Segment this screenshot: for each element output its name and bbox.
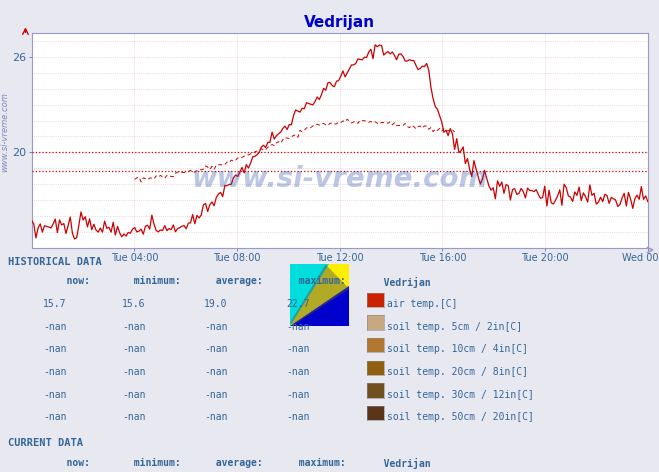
- Text: www.si-vreme.com: www.si-vreme.com: [1, 92, 10, 172]
- Text: -nan: -nan: [287, 322, 310, 332]
- Text: -nan: -nan: [204, 322, 228, 332]
- Text: 15.7: 15.7: [43, 299, 67, 309]
- Text: soil temp. 5cm / 2in[C]: soil temp. 5cm / 2in[C]: [387, 322, 523, 332]
- Text: -nan: -nan: [287, 413, 310, 422]
- Text: -nan: -nan: [122, 390, 146, 400]
- Text: air temp.[C]: air temp.[C]: [387, 299, 458, 309]
- Text: now:: now:: [43, 458, 90, 468]
- Text: average:: average:: [204, 458, 263, 468]
- Text: -nan: -nan: [287, 345, 310, 354]
- Text: soil temp. 50cm / 20in[C]: soil temp. 50cm / 20in[C]: [387, 413, 534, 422]
- Text: 22.7: 22.7: [287, 299, 310, 309]
- Text: soil temp. 10cm / 4in[C]: soil temp. 10cm / 4in[C]: [387, 345, 529, 354]
- Text: -nan: -nan: [43, 345, 67, 354]
- Text: Vedrijan: Vedrijan: [366, 458, 430, 469]
- Polygon shape: [290, 286, 349, 326]
- Text: -nan: -nan: [43, 390, 67, 400]
- Polygon shape: [290, 264, 349, 326]
- Text: -nan: -nan: [204, 345, 228, 354]
- Text: -nan: -nan: [287, 367, 310, 377]
- Text: -nan: -nan: [287, 390, 310, 400]
- Polygon shape: [290, 264, 329, 326]
- Text: -nan: -nan: [122, 322, 146, 332]
- Text: 15.6: 15.6: [122, 299, 146, 309]
- Text: minimum:: minimum:: [122, 458, 181, 468]
- Text: -nan: -nan: [122, 367, 146, 377]
- Text: -nan: -nan: [122, 413, 146, 422]
- Text: CURRENT DATA: CURRENT DATA: [8, 438, 83, 448]
- Text: average:: average:: [204, 277, 263, 287]
- Text: Vedrijan: Vedrijan: [366, 277, 430, 287]
- Text: -nan: -nan: [43, 413, 67, 422]
- Text: HISTORICAL DATA: HISTORICAL DATA: [8, 257, 101, 267]
- Text: -nan: -nan: [204, 390, 228, 400]
- Text: -nan: -nan: [204, 367, 228, 377]
- Text: -nan: -nan: [43, 322, 67, 332]
- Text: www.si-vreme.com: www.si-vreme.com: [192, 165, 488, 193]
- Text: -nan: -nan: [122, 345, 146, 354]
- Text: soil temp. 30cm / 12in[C]: soil temp. 30cm / 12in[C]: [387, 390, 534, 400]
- Text: now:: now:: [43, 277, 90, 287]
- Title: Vedrijan: Vedrijan: [304, 16, 375, 31]
- Text: -nan: -nan: [43, 367, 67, 377]
- Text: soil temp. 20cm / 8in[C]: soil temp. 20cm / 8in[C]: [387, 367, 529, 377]
- Text: maximum:: maximum:: [287, 458, 345, 468]
- Text: 19.0: 19.0: [204, 299, 228, 309]
- Text: -nan: -nan: [204, 413, 228, 422]
- Text: maximum:: maximum:: [287, 277, 345, 287]
- Text: minimum:: minimum:: [122, 277, 181, 287]
